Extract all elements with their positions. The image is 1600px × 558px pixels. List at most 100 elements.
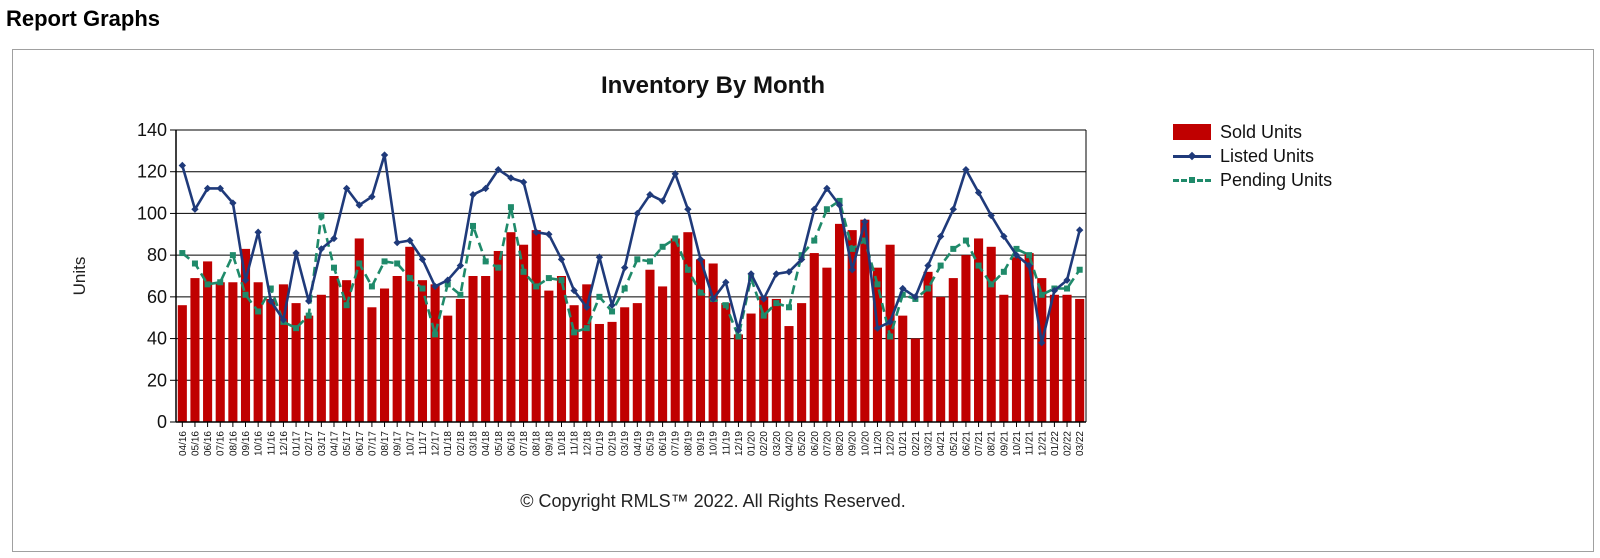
bar-sold-units	[531, 230, 541, 422]
x-tick-label: 02/18	[456, 431, 467, 456]
point-pending-units	[697, 289, 704, 296]
bar-sold-units	[215, 282, 225, 422]
point-pending-units	[1026, 252, 1033, 259]
point-listed-units	[861, 218, 869, 226]
point-listed-units	[570, 286, 578, 295]
point-pending-units	[356, 260, 363, 267]
point-pending-units	[267, 285, 274, 292]
point-listed-units	[368, 193, 376, 201]
point-listed-units	[380, 151, 389, 159]
bar-sold-units	[708, 263, 718, 422]
legend-swatch-sold	[1173, 124, 1211, 140]
point-pending-units	[520, 268, 527, 275]
point-pending-units	[470, 222, 477, 229]
point-listed-units	[1000, 232, 1008, 241]
x-tick-label: 04/19	[633, 431, 644, 456]
point-listed-units	[835, 201, 844, 209]
x-tick-label: 08/20	[835, 431, 846, 456]
point-pending-units	[533, 283, 540, 290]
point-pending-units	[394, 260, 401, 267]
point-pending-units	[937, 262, 944, 269]
bar-sold-units	[658, 286, 668, 422]
x-tick-label: 04/17	[329, 431, 340, 456]
bar-sold-units	[1062, 294, 1072, 422]
bar-sold-units	[1024, 253, 1034, 422]
bar-sold-units	[670, 238, 680, 422]
x-tick-label: 08/19	[683, 431, 694, 456]
bar-sold-units	[304, 315, 314, 422]
x-tick-label: 06/17	[355, 431, 366, 456]
x-tick-label: 02/21	[911, 431, 922, 456]
legend-swatch-pending	[1173, 173, 1211, 187]
x-tick-label: 01/20	[747, 431, 758, 456]
x-tick-label: 04/16	[178, 431, 189, 456]
point-listed-units	[911, 293, 920, 301]
x-tick-label: 08/16	[228, 431, 239, 456]
point-pending-units	[823, 206, 830, 213]
legend-item-sold: Sold Units	[1173, 120, 1332, 144]
point-pending-units	[242, 291, 249, 298]
point-listed-units	[393, 238, 401, 247]
point-pending-units	[672, 235, 679, 242]
x-tick-label: 06/21	[961, 431, 972, 456]
point-listed-units	[621, 263, 629, 272]
x-tick-label: 09/20	[848, 431, 859, 456]
bar-sold-units	[190, 278, 200, 422]
y-tick-label: 120	[137, 162, 167, 182]
point-listed-units	[633, 209, 641, 218]
legend-label-sold: Sold Units	[1220, 121, 1303, 142]
point-pending-units	[849, 245, 856, 252]
x-tick-label: 10/16	[254, 431, 265, 456]
chart-legend: Sold Units Listed Units Pending Units	[1173, 120, 1332, 192]
point-listed-units	[873, 324, 882, 332]
point-pending-units	[432, 331, 439, 338]
bar-sold-units	[986, 246, 996, 422]
point-pending-units	[596, 293, 603, 300]
legend-label-listed: Listed Units	[1220, 145, 1315, 166]
x-tick-label: 06/16	[203, 431, 214, 456]
y-tick-label: 40	[147, 329, 167, 349]
y-tick-label: 60	[147, 287, 167, 307]
x-tick-label: 12/16	[279, 431, 290, 456]
x-tick-label: 10/21	[1012, 431, 1023, 456]
x-tick-label: 05/18	[494, 431, 505, 456]
bar-sold-units	[910, 338, 920, 422]
x-tick-label: 06/18	[506, 431, 517, 456]
point-pending-units	[482, 258, 489, 265]
point-pending-units	[634, 256, 641, 263]
x-tick-label: 05/16	[190, 431, 201, 456]
point-pending-units	[419, 285, 426, 292]
point-listed-units	[444, 276, 452, 284]
point-listed-units	[267, 297, 275, 305]
chart-title: Inventory By Month	[600, 72, 825, 99]
x-tick-label: 01/18	[443, 431, 454, 456]
point-pending-units	[343, 302, 350, 309]
x-tick-label: 11/20	[873, 431, 884, 456]
point-listed-units	[545, 230, 553, 238]
point-listed-units	[583, 303, 591, 311]
bar-sold-units	[645, 269, 655, 422]
legend-item-pending: Pending Units	[1173, 168, 1332, 192]
bar-sold-units	[519, 244, 529, 422]
point-listed-units	[949, 205, 957, 213]
x-tick-label: 07/20	[822, 431, 833, 456]
x-tick-label: 10/19	[709, 431, 720, 456]
point-listed-units	[305, 297, 313, 305]
bar-sold-units	[316, 294, 326, 422]
bar-sold-units	[1049, 294, 1059, 422]
point-listed-units	[709, 295, 717, 303]
point-pending-units	[368, 283, 375, 290]
bar-sold-units	[721, 303, 731, 422]
bar-sold-units	[961, 255, 971, 422]
x-tick-label: 06/20	[810, 431, 821, 456]
page-title: Report Graphs	[6, 6, 161, 31]
point-pending-units	[191, 260, 198, 267]
point-listed-units	[684, 205, 692, 213]
bar-sold-units	[506, 232, 516, 422]
x-tick-label: 05/20	[797, 431, 808, 456]
x-tick-label: 05/17	[342, 431, 353, 456]
point-pending-units	[1076, 266, 1083, 273]
point-listed-units	[936, 232, 945, 241]
x-tick-label: 03/19	[620, 431, 631, 456]
